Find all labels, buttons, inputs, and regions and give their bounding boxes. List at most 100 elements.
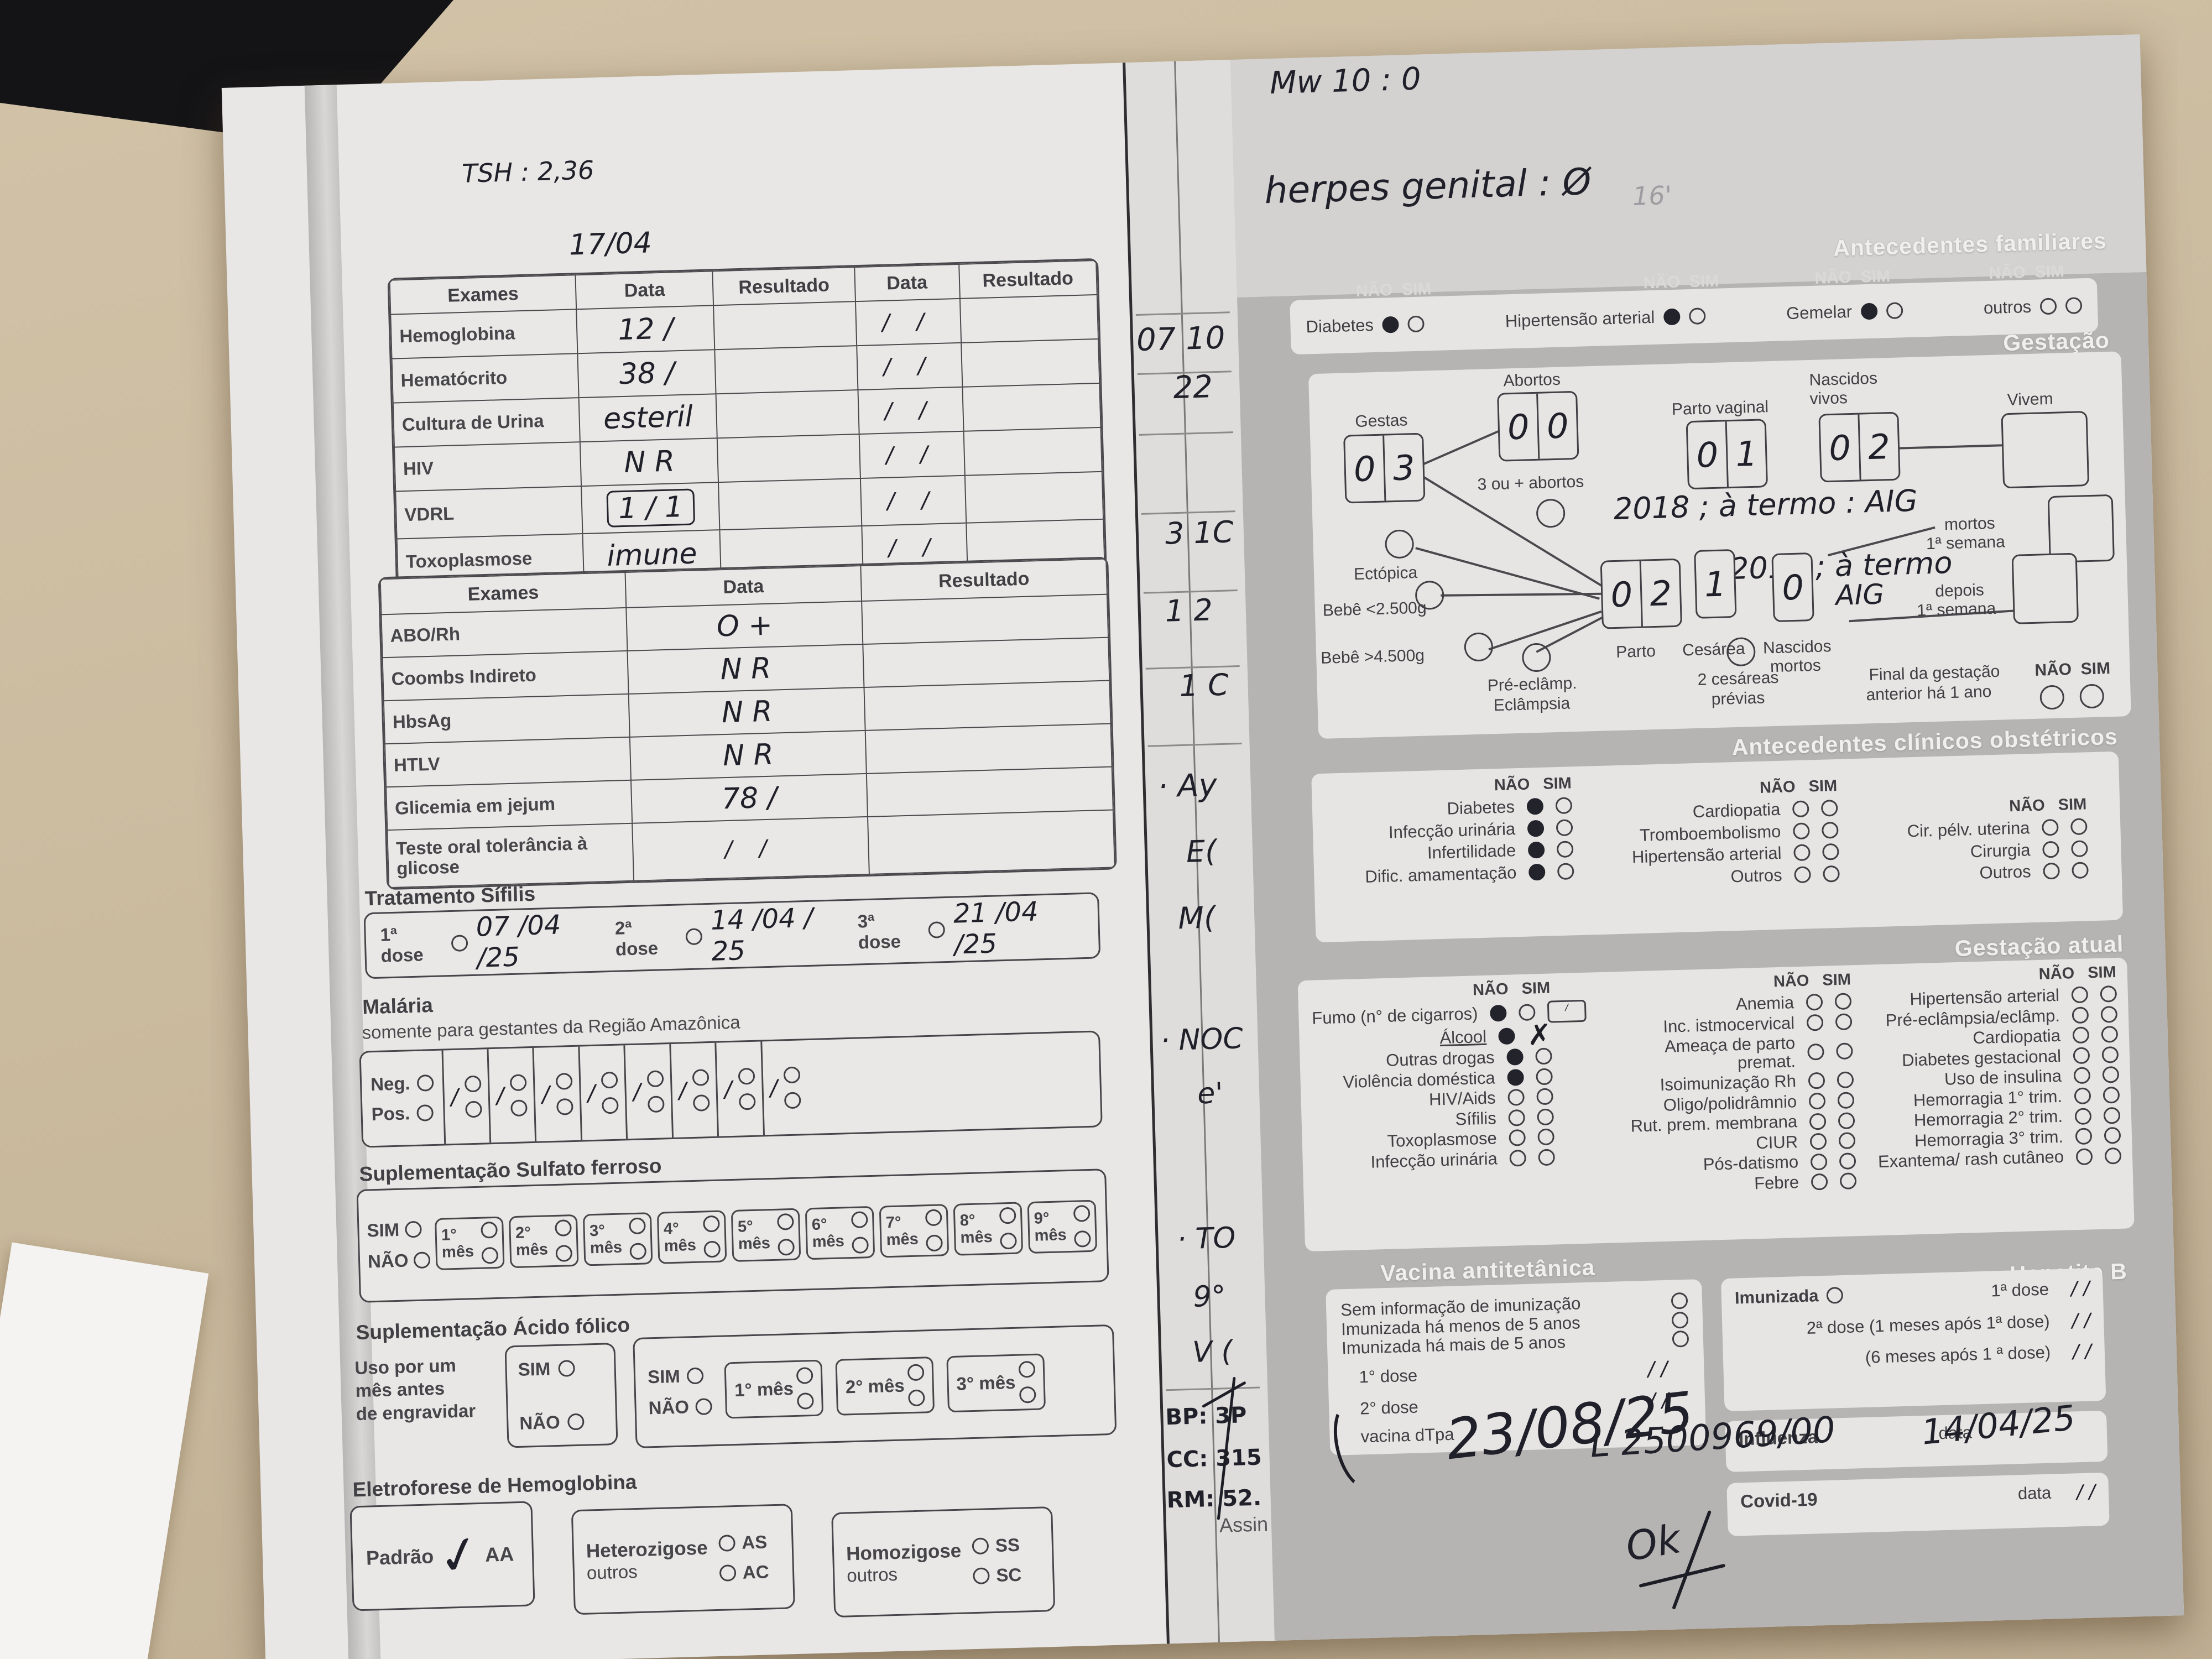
imunizada-checkbox (1826, 1287, 1843, 1304)
atual-item-label: Inc. istmocervical (1662, 1013, 1795, 1036)
depois-1sem-label: depois (1934, 581, 1985, 601)
nao-checkbox (1509, 1129, 1526, 1147)
malaria-checkbox (693, 1094, 711, 1112)
gestacao-atual-box: NÃO SIM Fumo (n° de cigarros) / Álcool ✗ Ou… (1297, 957, 2135, 1252)
malaria-checkbox (510, 1073, 528, 1091)
month-cell: 9° mês (1027, 1199, 1098, 1254)
empty-cell (718, 478, 862, 530)
fold-handwritten-entry: 22 (1172, 369, 1213, 406)
exam-label: HbsAg (383, 693, 630, 744)
exam-label: Hematócrito (392, 353, 579, 403)
exam-value-circled: 1 / 1 (606, 488, 695, 528)
handwritten-checkmark: ✓ (431, 1521, 487, 1589)
month-checkbox (703, 1240, 721, 1258)
ectopica-label: Ectópica (1353, 563, 1418, 584)
sc-checkbox (973, 1567, 990, 1585)
nao-checkbox (1808, 1072, 1825, 1090)
dose-label: (6 meses após 1 ª dose) (1865, 1342, 2051, 1367)
sim-checkbox (1834, 993, 1852, 1010)
dose-label: 2ª dose (614, 917, 659, 959)
exam-label: ABO/Rh (381, 607, 628, 658)
malaria-neg-label: Neg. (370, 1072, 411, 1094)
malaria-checkbox (601, 1071, 618, 1089)
imunizada-label: Imunizada (1734, 1286, 1819, 1308)
folico-pre-label: Uso por um mês antes de engravidar (354, 1355, 476, 1424)
exam-label: HTLV (384, 737, 632, 787)
month-checkbox (1000, 1232, 1018, 1249)
sim-checkbox (1535, 1047, 1552, 1065)
cesarea-box: 1 (1694, 549, 1737, 619)
sim-checkbox (1536, 1068, 1553, 1086)
eletroforese-padrao-box: Padrão ✓ AA (349, 1501, 535, 1611)
empty-cell (714, 346, 858, 394)
malaria-checkbox (738, 1093, 756, 1110)
nascidos-vivos-box: 0 2 (1818, 411, 1901, 483)
exam-value: O + (716, 608, 773, 644)
assinatura-label: Assin (1219, 1512, 1269, 1537)
eletroforese-hetero-box: Heterozigose outros AS AC (571, 1504, 795, 1615)
atual-item-label: Fumo (n° de cigarros) (1311, 1003, 1478, 1028)
right-page: Mw 10 : 0 herpes genital : Ø 16' Anteced… (1230, 34, 2184, 1641)
dose-date-handwritten: 07 /04 /25 (476, 909, 562, 974)
date-slashes: / / (884, 397, 937, 424)
clinicos-box: NÃO SIM Diabetes Infecção urinária Infert… (1311, 751, 2124, 943)
exam-label: Coombs Indireto (382, 650, 629, 701)
sim-checkbox (1537, 1128, 1555, 1146)
sim-checkbox (2104, 1126, 2121, 1144)
sim-checkbox (1835, 1013, 1853, 1030)
nao-checkbox (2072, 1026, 2090, 1044)
month-checkbox (481, 1246, 499, 1264)
dose-label: 2ª dose (1 meses após 1ª dose) (1806, 1311, 2051, 1338)
atual-item-label: Violência doméstica (1343, 1067, 1496, 1092)
eletroforese-homo-box: Homozigose outros SS SC (831, 1506, 1056, 1618)
malaria-date-cell: / (532, 1046, 581, 1141)
final-gestacao-label: Final da gestação (1869, 662, 2000, 685)
mortos-1sem-label: mortos (1944, 514, 1996, 534)
dose-label: 3ª dose (857, 910, 901, 953)
nascidos-mortos-label: Nascidos (1762, 637, 1832, 658)
month-checkbox (629, 1242, 647, 1260)
nao-checkbox (1809, 1133, 1827, 1150)
abortos-value: 0 (1507, 406, 1530, 447)
sim-checkbox (1838, 1132, 1856, 1150)
column-header: Resultado (712, 267, 855, 306)
as-checkbox (718, 1535, 735, 1552)
column-header: Exames (389, 275, 577, 315)
nao-checkbox-filled (1663, 308, 1681, 326)
nao-checkbox-filled (1489, 1004, 1507, 1022)
atual-item-label: CIUR (1755, 1131, 1798, 1153)
parto-box: 0 2 (1600, 558, 1682, 629)
sim-checkbox (2065, 297, 2083, 315)
sim-checkbox (1839, 1172, 1857, 1190)
fold-rm-note: RM: 52. (1166, 1485, 1262, 1514)
nao-checkbox (1806, 994, 1823, 1011)
gestas-box: 0 3 (1343, 432, 1426, 504)
nao-checkbox (1509, 1149, 1527, 1167)
header-band-vacina: Vacina antitetânica (1380, 1254, 1596, 1286)
sim-checkbox (1407, 315, 1425, 333)
exam-label: VDRL (395, 486, 583, 539)
gestacao-diagram: Gestas 0 3 Abortos 0 0 3 ou + abortos Pa… (1308, 351, 2131, 739)
month-cell: 2° mês (509, 1214, 579, 1268)
dose-checkbox (451, 935, 468, 952)
exam-value: N R (623, 445, 675, 479)
fold-cc-note: CC: 315 (1166, 1444, 1262, 1473)
date-slashes: / / (724, 835, 778, 863)
dose-checkbox (685, 928, 703, 946)
exam-label: Teste oral tolerância à glicose (387, 823, 634, 888)
malaria-date-cell: / (714, 1041, 763, 1136)
atual-item-label: Outras drogas (1385, 1047, 1495, 1070)
bebe-menor-circle (1415, 580, 1444, 611)
month-checkbox (777, 1213, 795, 1230)
date-slashes: / / (883, 353, 936, 380)
gestas-value: 3 (1392, 447, 1416, 488)
abortos-value: 0 (1546, 405, 1569, 446)
clinicos-item-label: Cirurgia (1970, 839, 2031, 861)
fold-handwritten-entry: · Ay (1157, 767, 1218, 805)
malaria-checkbox (692, 1068, 709, 1086)
nao-checkbox (1808, 1092, 1826, 1110)
atual-item-label: Hemorragia 3° trim. (1914, 1126, 2064, 1151)
empty-cell (863, 637, 1110, 687)
atual-item-label: Pós-datismo (1703, 1152, 1799, 1175)
handwritten-aig-note: AIG (1835, 578, 1885, 612)
